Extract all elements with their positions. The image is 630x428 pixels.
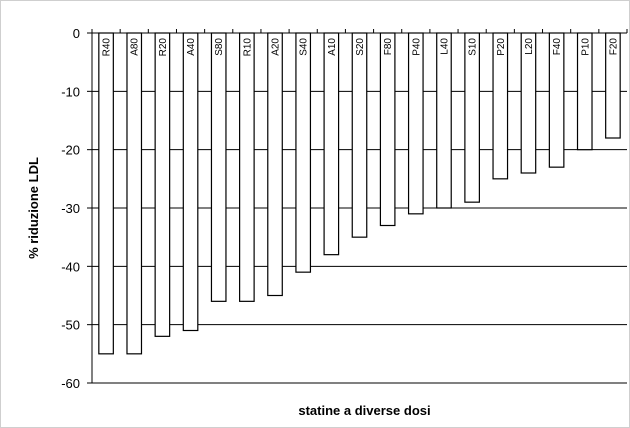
- category-label: S40: [299, 38, 310, 56]
- bar: [267, 32, 283, 297]
- category-label: A40: [186, 38, 197, 56]
- x-axis-title: statine a diverse dosi: [298, 403, 430, 418]
- bar: [407, 32, 424, 215]
- bar: [182, 32, 199, 332]
- category-label: S20: [355, 38, 366, 56]
- y-tick-label: -20: [61, 143, 80, 158]
- category-label: F40: [552, 38, 563, 56]
- category-label: R10: [242, 38, 253, 57]
- category-label: F20: [608, 38, 619, 56]
- y-tick-label: 0: [73, 26, 80, 41]
- category-label: L40: [439, 38, 450, 55]
- bar: [98, 32, 114, 355]
- bar: [351, 32, 368, 238]
- category-label: R20: [158, 38, 169, 57]
- bar: [323, 32, 340, 256]
- bar: [126, 32, 143, 355]
- category-label: F80: [383, 38, 394, 56]
- y-tick-label: -40: [61, 259, 80, 274]
- category-label: A80: [130, 38, 141, 56]
- axes: [87, 29, 628, 384]
- y-tick-label: -10: [61, 84, 80, 99]
- y-tick-label: -50: [61, 318, 80, 333]
- category-label: L20: [524, 38, 535, 55]
- bar: [239, 32, 255, 302]
- category-label: R40: [102, 38, 113, 57]
- category-labels: R40 A80 R20 A40 S80 R10 A20 S40 A10 S20 F80 P40 L40 S…: [102, 38, 620, 57]
- bar: [464, 32, 480, 203]
- bar: [379, 32, 396, 227]
- category-label: A20: [271, 38, 282, 56]
- bar: [210, 32, 227, 302]
- category-label: P10: [580, 38, 591, 56]
- category-label: S10: [468, 38, 479, 56]
- bar: [436, 32, 452, 209]
- category-label: A10: [327, 38, 338, 56]
- bar: [295, 32, 312, 273]
- category-label: P40: [411, 38, 422, 56]
- bar: [154, 32, 171, 337]
- y-axis-title: % riduzione LDL: [26, 157, 41, 259]
- y-tick-labels: 0 -10 -20 -30 -40 -50 -60: [61, 26, 80, 391]
- y-tick-label: -30: [61, 201, 80, 216]
- category-label: P20: [496, 38, 507, 56]
- y-tick-label: -60: [61, 376, 80, 391]
- category-label: S80: [214, 38, 225, 56]
